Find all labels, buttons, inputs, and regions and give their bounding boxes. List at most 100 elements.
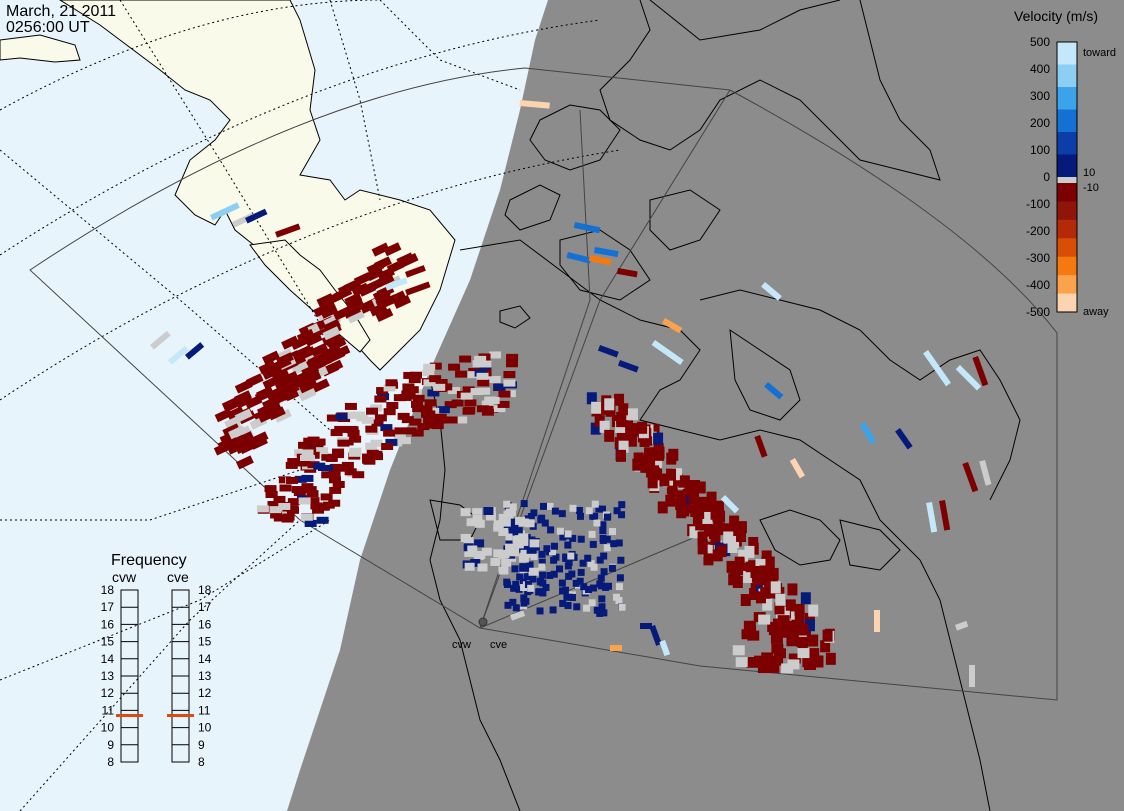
scatter-cell bbox=[304, 519, 317, 527]
scatter-cell bbox=[558, 510, 566, 518]
scatter-cell bbox=[559, 599, 567, 607]
scatter-cell bbox=[576, 512, 584, 520]
scatter-cell bbox=[585, 507, 593, 515]
scatter-cell bbox=[781, 663, 794, 674]
scatter-cell bbox=[713, 514, 724, 527]
scatter-cell bbox=[773, 648, 786, 659]
scatter-cell bbox=[706, 491, 717, 504]
scatter-cell bbox=[477, 563, 488, 572]
scatter-cell bbox=[412, 405, 425, 413]
scatter-cell bbox=[250, 431, 269, 446]
scatter-cell bbox=[291, 486, 304, 494]
scatter-cell bbox=[503, 379, 516, 387]
scatter-cell bbox=[626, 434, 637, 447]
scatter-cell bbox=[279, 484, 292, 492]
colorbar-swatch bbox=[1057, 238, 1077, 258]
scatter-cell bbox=[404, 427, 417, 435]
scatter-cell bbox=[332, 480, 345, 488]
scatter-cell bbox=[546, 502, 554, 510]
scatter-cell bbox=[659, 640, 671, 657]
scatter-cell bbox=[577, 568, 585, 576]
scatter-cell bbox=[499, 549, 510, 558]
frequency-tick-right: 10 bbox=[198, 721, 212, 735]
scatter-cell bbox=[874, 610, 880, 632]
scatter-cell bbox=[573, 221, 601, 234]
scatter-cell bbox=[593, 606, 601, 614]
scatter-cell bbox=[271, 385, 290, 400]
frequency-tick-left: 11 bbox=[102, 703, 115, 717]
scatter-cell bbox=[366, 407, 379, 415]
scatter-cell bbox=[470, 388, 483, 396]
scatter-cell bbox=[651, 340, 684, 365]
scatter-cell bbox=[588, 530, 596, 538]
scatter-cell bbox=[662, 318, 683, 334]
scatter-cell bbox=[445, 416, 458, 424]
scatter-cell bbox=[597, 574, 605, 582]
colorbar-swatch bbox=[1057, 275, 1077, 295]
scatter-cell bbox=[366, 260, 385, 275]
scatter-cell bbox=[569, 534, 577, 542]
scatter-cell bbox=[383, 429, 396, 437]
scatter-cell bbox=[539, 579, 547, 587]
scatter-cell bbox=[576, 577, 584, 585]
scatter-cell bbox=[618, 403, 629, 416]
scatter-cell bbox=[509, 610, 526, 621]
scatter-cell bbox=[509, 548, 520, 557]
scatter-cell bbox=[562, 553, 570, 561]
scatter-cell bbox=[591, 500, 599, 508]
scatter-cell bbox=[301, 483, 314, 491]
scatter-cell bbox=[362, 456, 375, 464]
scatter-cell bbox=[364, 278, 383, 293]
scatter-cell bbox=[579, 559, 587, 567]
scatter-cell bbox=[808, 634, 819, 647]
radar-label-cve: cve bbox=[490, 639, 507, 651]
scatter-cell bbox=[518, 537, 529, 546]
scatter-cell bbox=[649, 465, 660, 478]
scatter-cell bbox=[422, 369, 435, 377]
scatter-cell bbox=[234, 408, 253, 423]
scatter-cell bbox=[501, 558, 512, 567]
scatter-cell bbox=[657, 501, 668, 514]
scatter-cell bbox=[538, 514, 546, 522]
frequency-panel: Frequency cvw cve 18 18 17 17 16 16 15 15 14 14 13… bbox=[101, 552, 212, 769]
scatter-cell bbox=[615, 539, 623, 547]
scatter-cell bbox=[800, 592, 811, 605]
scatter-cell bbox=[296, 328, 315, 343]
frequency-tick-right: 16 bbox=[198, 617, 212, 631]
scatter-cell bbox=[464, 562, 475, 571]
scatter-cell bbox=[274, 223, 301, 238]
scatter-cell bbox=[804, 619, 815, 632]
frequency-tick-left: 17 bbox=[101, 600, 115, 614]
scatter-cell bbox=[337, 439, 350, 447]
scatter-cell bbox=[505, 543, 516, 552]
scatter-cell bbox=[403, 371, 416, 379]
scatter-cell bbox=[393, 433, 406, 441]
scatter-cell bbox=[627, 408, 638, 421]
scatter-cell bbox=[559, 533, 567, 541]
scatter-cell bbox=[939, 500, 951, 531]
colorbar-tick-label: -100 bbox=[1026, 197, 1050, 211]
scatter-cell bbox=[589, 540, 597, 548]
scatter-cell bbox=[619, 430, 630, 443]
scatter-cell bbox=[969, 665, 975, 687]
scatter-cell bbox=[325, 359, 344, 374]
scatter-cell bbox=[637, 421, 648, 434]
frequency-tick-right: 15 bbox=[198, 635, 212, 649]
scatter-cell bbox=[474, 539, 485, 548]
scatter-cell bbox=[508, 528, 516, 536]
scatter-cell bbox=[512, 604, 520, 612]
scatter-cell bbox=[344, 402, 357, 410]
scatter-cell bbox=[423, 363, 436, 371]
scatter-cell bbox=[736, 521, 747, 534]
scatter-cell bbox=[460, 508, 471, 517]
scatter-cell bbox=[566, 252, 592, 264]
scatter-cell bbox=[659, 474, 670, 487]
scatter-cell bbox=[519, 100, 550, 109]
scatter-cell bbox=[618, 511, 626, 519]
colorbar-swatch bbox=[1057, 42, 1077, 65]
scatter-cell bbox=[493, 520, 504, 529]
scatter-cell bbox=[649, 423, 660, 436]
scatter-cell bbox=[761, 550, 772, 563]
scatter-cell bbox=[600, 552, 608, 560]
